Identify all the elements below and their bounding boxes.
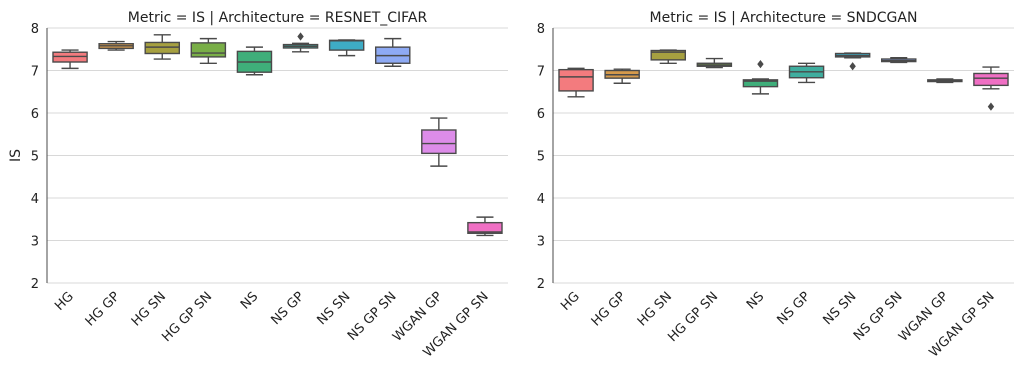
box-ns-sn xyxy=(328,39,365,57)
y-tick-label: 6 xyxy=(537,107,545,122)
y-tick-label: 6 xyxy=(31,107,39,122)
box-ns-gp-sn xyxy=(880,57,917,64)
box-hg-gp-sn xyxy=(696,57,733,69)
box-hg-gp-sn xyxy=(190,37,227,64)
x-tick-label: NS GP xyxy=(268,289,307,328)
box-body xyxy=(650,49,687,61)
box-ns-gp xyxy=(788,62,825,84)
box-wgan-gp xyxy=(421,117,457,167)
outlier-point xyxy=(757,59,764,69)
panel-sndcgan: 2 3 4 5 6 7 8 Metric = IS | Architecture = SNDC… xyxy=(537,10,1014,360)
outlier-point xyxy=(987,102,995,111)
box-hg-gp xyxy=(98,40,134,51)
x-tick-label: HG xyxy=(52,289,77,314)
box-wgan-gp-sn xyxy=(973,66,1009,111)
y-tick-label: 8 xyxy=(31,22,39,37)
y-tick-label: 7 xyxy=(31,65,39,80)
y-tick-label: 2 xyxy=(31,277,39,292)
box-ns-gp-sn xyxy=(374,37,411,67)
y-axis-label: IS xyxy=(8,149,24,162)
box-hg-sn xyxy=(144,34,181,60)
panel-title: Metric = IS | Architecture = RESNET_CIFA… xyxy=(128,10,428,26)
x-tick-label: NS SN xyxy=(315,289,354,328)
x-tick-label: NS GP xyxy=(774,289,813,328)
x-tick-label: NS xyxy=(744,289,767,312)
x-tick-label: NS xyxy=(238,289,261,312)
box-body xyxy=(421,129,457,155)
box-hg xyxy=(558,67,594,98)
box-ns-gp xyxy=(282,32,319,53)
y-tick-label: 5 xyxy=(31,150,39,165)
y-tick-label: 3 xyxy=(537,235,545,250)
x-tick-label: HG GP xyxy=(589,289,629,329)
y-tick-label: 4 xyxy=(31,192,39,207)
panel-title: Metric = IS | Architecture = SNDCGAN xyxy=(650,10,918,26)
x-tick-label: HG SN xyxy=(635,289,675,329)
outlier-point xyxy=(849,62,856,71)
box-body xyxy=(467,221,503,234)
y-tick-label: 4 xyxy=(537,192,545,207)
y-tick-label: 5 xyxy=(537,150,545,165)
x-tick-label: HG xyxy=(558,289,583,314)
x-tick-label: HG GP SN xyxy=(159,289,215,345)
outlier-point xyxy=(297,32,304,41)
box-body xyxy=(328,39,365,51)
box-body xyxy=(144,41,181,55)
y-tick-label: 8 xyxy=(537,22,545,37)
box-body xyxy=(190,42,227,58)
y-tick-label: 2 xyxy=(537,277,545,292)
box-hg xyxy=(52,49,88,70)
x-tick-label: HG GP xyxy=(83,289,123,329)
box-wgan-gp-sn xyxy=(467,216,503,237)
box-body xyxy=(742,79,779,88)
box-ns xyxy=(236,46,273,76)
y-tick-label: 7 xyxy=(537,65,545,80)
box-hg-gp xyxy=(604,68,640,84)
box-hg-sn xyxy=(650,49,687,64)
box-ns xyxy=(742,59,779,95)
box-body xyxy=(558,68,594,92)
x-tick-label: NS SN xyxy=(821,289,860,328)
x-tick-label: HG SN xyxy=(129,289,169,329)
box-wgan-gp xyxy=(927,78,963,84)
y-tick-label: 3 xyxy=(31,235,39,250)
panel-resnet-cifar: 2 3 4 5 6 7 8 Metric = IS | Architecture = RESN… xyxy=(8,10,508,360)
box-body xyxy=(973,72,1009,87)
x-tick-label: HG GP SN xyxy=(665,289,721,345)
box-ns-sn xyxy=(834,52,871,71)
